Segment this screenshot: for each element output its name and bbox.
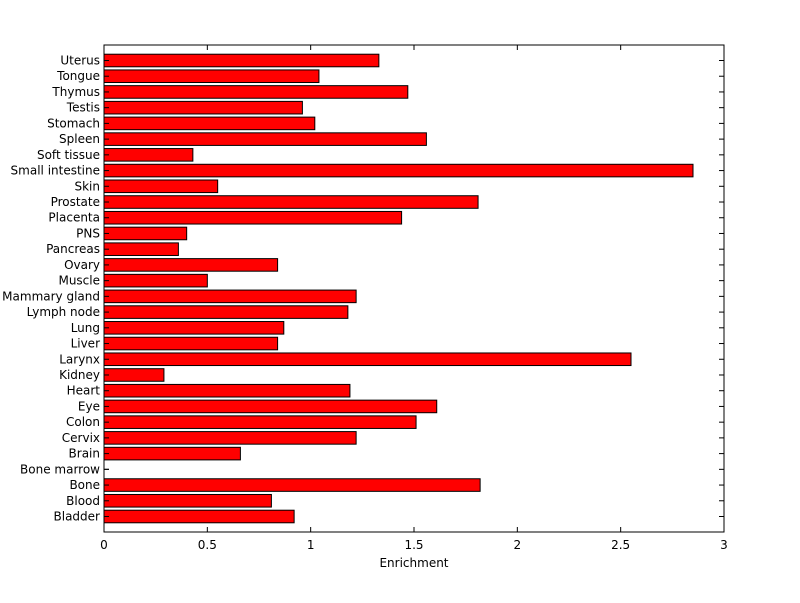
y-tick-label: Spleen (59, 132, 100, 146)
y-tick-label: Uterus (60, 54, 100, 68)
y-tick-label: Testis (66, 101, 100, 115)
y-tick-label: Tongue (56, 69, 100, 83)
bar-placenta (103, 210, 403, 225)
y-tick-label: Blood (66, 494, 100, 508)
bar-heart (103, 383, 351, 398)
y-tick-label: Skin (74, 179, 100, 193)
y-tick-label: Eye (78, 399, 100, 413)
bar-bladder (103, 509, 295, 524)
bar-tongue (103, 69, 320, 84)
bar-small-intestine (103, 163, 694, 178)
x-tick-label: 2.5 (611, 538, 630, 552)
bar-cervix (103, 431, 357, 445)
bar-pns (103, 226, 188, 241)
y-tick-label: Heart (67, 384, 101, 398)
y-tick-label: Pancreas (46, 242, 100, 256)
y-tick-label: Bone marrow (20, 462, 100, 476)
y-tick-label: Colon (66, 415, 100, 429)
y-tick-label: Prostate (51, 195, 100, 209)
bar-uterus (103, 53, 380, 68)
y-tick-label: Larynx (59, 352, 100, 366)
x-axis-label: Enrichment (379, 556, 448, 570)
y-tick-label: Bone (69, 478, 100, 492)
bar-ovary (103, 258, 279, 272)
bar-spleen (103, 132, 427, 146)
bar-eye (103, 399, 438, 414)
y-tick-label: Cervix (62, 431, 100, 445)
y-tick-label: Stomach (47, 116, 100, 130)
bar-thymus (103, 85, 409, 99)
bar-colon (103, 415, 417, 429)
y-tick-label: Lung (71, 321, 100, 335)
bar-mammary-gland (103, 289, 357, 304)
plot-frame (103, 44, 725, 533)
x-tick-label: 0 (100, 538, 108, 552)
x-tick-label: 1.5 (404, 538, 423, 552)
x-tick-label: 0.5 (198, 538, 217, 552)
x-tick-label: 1 (307, 538, 315, 552)
bar-lung (103, 321, 285, 335)
bar-muscle (103, 273, 208, 288)
y-tick-label: Mammary gland (2, 289, 100, 303)
bar-liver (103, 336, 279, 351)
y-tick-label: Placenta (48, 211, 100, 225)
bar-stomach (103, 116, 316, 131)
x-tick-label: 3 (720, 538, 728, 552)
y-tick-label: Soft tissue (37, 148, 100, 162)
bar-skin (103, 179, 219, 194)
y-tick-label: Bladder (54, 510, 101, 524)
y-tick-label: PNS (76, 226, 100, 240)
bar-prostate (103, 195, 479, 209)
y-tick-label: Muscle (58, 274, 100, 288)
y-tick-label: Thymus (51, 85, 100, 99)
y-tick-label: Kidney (59, 368, 100, 382)
y-tick-label: Lymph node (27, 305, 100, 319)
bar-larynx (103, 352, 632, 367)
y-tick-label: Brain (69, 447, 100, 461)
bar-pancreas (103, 242, 179, 256)
bar-lymph-node (103, 305, 349, 319)
bar-bone (103, 478, 481, 492)
y-tick-label: Liver (71, 337, 101, 351)
bar-soft-tissue (103, 148, 194, 162)
bar-brain (103, 446, 241, 461)
bar-testis (103, 100, 303, 115)
x-tick-label: 2 (514, 538, 522, 552)
y-tick-label: Ovary (64, 258, 100, 272)
bar-blood (103, 493, 272, 508)
y-tick-label: Small intestine (11, 164, 100, 178)
bar-kidney (103, 368, 165, 382)
